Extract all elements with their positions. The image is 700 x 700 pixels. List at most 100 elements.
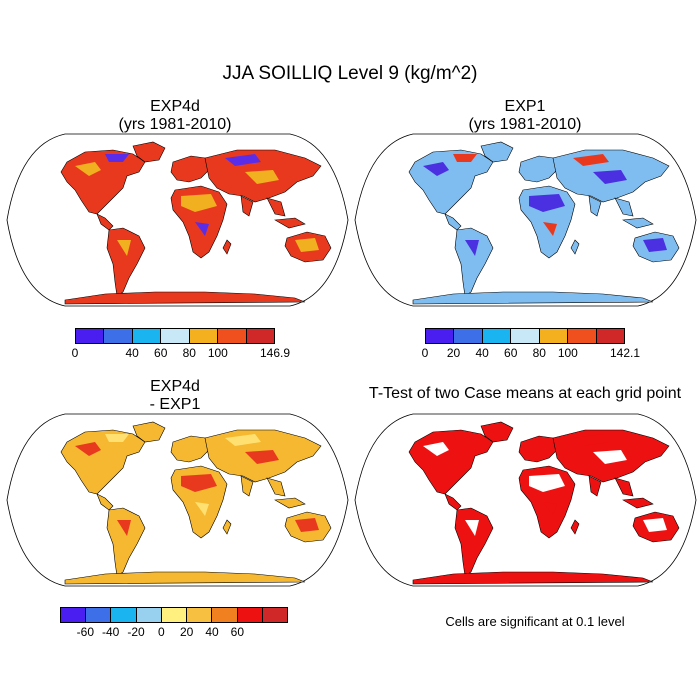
colorbar-tick-label: 0 <box>71 346 79 360</box>
value-patch <box>75 442 101 456</box>
colorbar-swatch <box>568 329 597 343</box>
value-patch <box>195 222 209 236</box>
value-patch <box>295 518 319 532</box>
continent <box>64 571 306 585</box>
colorbar-3 <box>60 607 288 623</box>
continent <box>518 155 560 183</box>
colorbar-swatch <box>511 329 540 343</box>
panel-4-title-line1: T-Test of two Case means at each grid po… <box>368 385 682 402</box>
panel-1-title: EXP4d (yrs 1981-2010) <box>5 98 345 134</box>
value-patch <box>117 240 131 256</box>
value-patch <box>117 520 131 536</box>
continent <box>106 507 146 577</box>
value-patch <box>295 238 319 252</box>
colorbar-1-labels: 0 40 60 80 100 146.9 <box>71 346 290 362</box>
colorbar-tick-label: 80 <box>532 346 546 360</box>
value-patch <box>643 518 667 532</box>
value-patch <box>465 520 479 536</box>
continent <box>240 475 286 497</box>
colorbar-swatch <box>132 329 162 343</box>
value-patch <box>423 442 449 456</box>
colorbar-3-labels: -60 -40 -20 0 20 40 60 <box>60 625 288 641</box>
colorbar-tick-label: 146.9 <box>259 346 291 360</box>
continent <box>518 435 560 463</box>
colorbar-tick-label: 100 <box>557 346 578 360</box>
panel-2-map <box>354 133 697 307</box>
continent <box>412 571 654 585</box>
value-patch <box>245 170 279 184</box>
continent <box>622 497 654 509</box>
colorbar-swatch <box>237 608 263 622</box>
panel-1-map <box>6 133 349 307</box>
value-patch <box>573 434 609 446</box>
continent <box>454 507 494 577</box>
colorbar-swatch <box>86 608 112 622</box>
continent <box>454 227 494 297</box>
colorbar-swatch <box>454 329 483 343</box>
value-patch <box>453 154 477 162</box>
colorbar-swatch <box>426 329 455 343</box>
panel-3-title: EXP4d - EXP1 <box>5 378 345 414</box>
value-patch <box>543 502 557 516</box>
value-patch <box>453 434 477 442</box>
continent <box>222 239 232 255</box>
value-patch <box>423 162 449 176</box>
colorbar-swatch <box>187 608 213 622</box>
value-patch <box>105 154 129 162</box>
value-patch <box>465 240 479 256</box>
colorbar-tick-label: 60 <box>154 346 168 360</box>
colorbar-tick-label: 20 <box>446 346 461 360</box>
colorbar-swatch <box>482 329 512 343</box>
continent <box>444 493 462 511</box>
panel-4-title: T-Test of two Case means at each grid po… <box>350 385 700 403</box>
continent <box>412 291 654 305</box>
panel-4-map <box>354 413 697 587</box>
continent <box>132 421 166 443</box>
continent <box>96 493 114 511</box>
continent <box>106 227 146 297</box>
colorbar-swatch <box>212 608 238 622</box>
panel-1-title-line2: (yrs 1981-2010) <box>118 116 232 133</box>
continent <box>170 155 212 183</box>
value-patch <box>245 450 279 464</box>
panel-3-title-line1: EXP4d <box>150 378 200 395</box>
colorbar-tick-label: 40 <box>205 625 219 639</box>
continent <box>274 497 306 509</box>
continent <box>480 421 514 443</box>
value-patch <box>529 194 565 212</box>
continent <box>132 141 166 163</box>
value-patch <box>181 194 217 212</box>
continent <box>96 213 114 231</box>
colorbar-swatch <box>76 329 105 343</box>
colorbar-swatch <box>111 608 137 622</box>
colorbar-swatch <box>218 329 247 343</box>
value-patch <box>573 154 609 166</box>
value-patch <box>643 238 667 252</box>
panel-1-title-line1: EXP4d <box>150 98 200 115</box>
value-patch <box>225 434 261 446</box>
panel-2-title-line1: EXP1 <box>504 98 546 115</box>
colorbar-2-labels: 0 20 40 60 80 100 142.1 <box>422 346 640 362</box>
figure-title: JJA SOILLIQ Level 9 (kg/m^2) <box>222 63 478 84</box>
colorbar-tick-label: 142.1 <box>609 346 641 360</box>
colorbar-tick-label: 20 <box>179 625 194 639</box>
value-patch <box>543 222 557 236</box>
panel-2-title: EXP1 (yrs 1981-2010) <box>355 98 695 134</box>
continent <box>64 291 306 305</box>
colorbar-swatch <box>104 329 133 343</box>
colorbar-1 <box>75 328 275 344</box>
colorbar-tick-label: 80 <box>182 346 196 360</box>
value-patch <box>593 450 627 464</box>
continent <box>274 217 306 229</box>
continent <box>588 195 634 217</box>
panel-3-map <box>6 413 349 587</box>
colorbar-tick-label: -60 <box>76 625 94 639</box>
continent <box>240 195 286 217</box>
colorbar-tick-label: -20 <box>127 625 145 639</box>
colorbar-swatch <box>262 608 287 622</box>
colorbar-swatch <box>161 608 188 622</box>
colorbar-swatch <box>61 608 87 622</box>
continent <box>570 519 580 535</box>
continent <box>170 435 212 463</box>
continent <box>570 239 580 255</box>
